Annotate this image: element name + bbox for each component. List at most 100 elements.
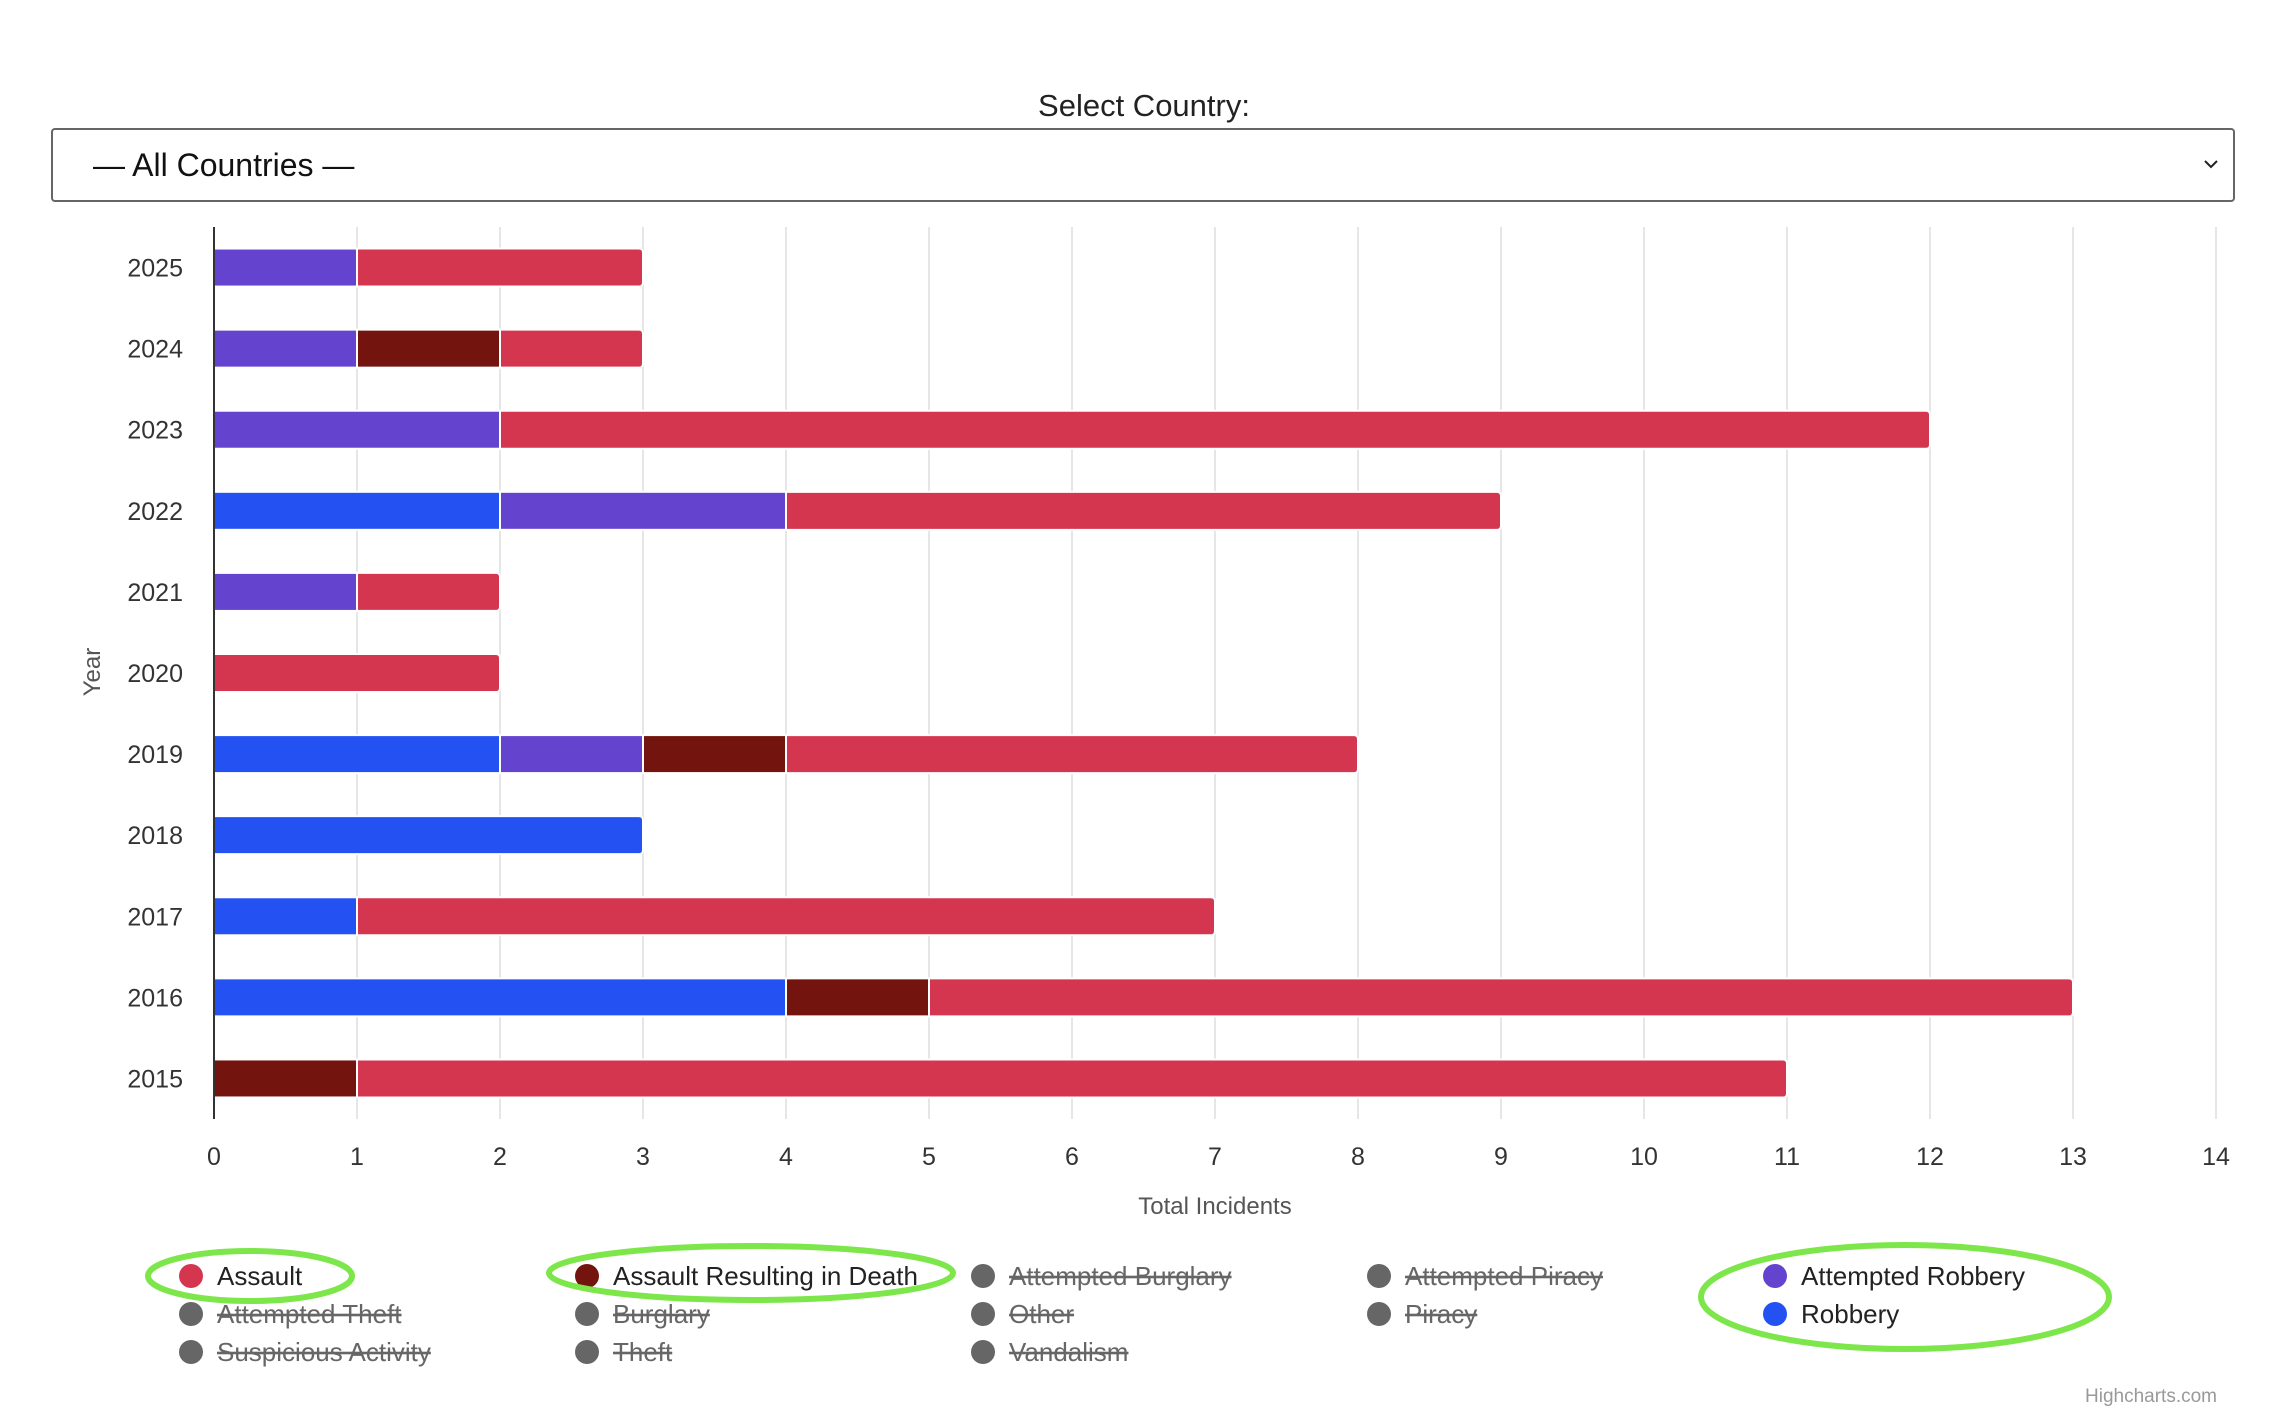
y-tick-label: 2018	[127, 822, 183, 850]
bar-assault-2025[interactable]	[356, 247, 644, 288]
legend-item-assault-resulting-in-death[interactable]: Assault Resulting in Death	[575, 1261, 918, 1291]
legend-label: Attempted Piracy	[1405, 1261, 1603, 1291]
x-tick-label: 14	[2202, 1143, 2230, 1171]
credits-link[interactable]: Highcharts.com	[2085, 1386, 2217, 1407]
y-tick-label: 2019	[127, 741, 183, 769]
legend-label: Burglary	[613, 1299, 710, 1329]
bar-assault-2022[interactable]	[785, 490, 1502, 531]
bar-robbery-2017[interactable]	[213, 896, 358, 937]
x-tick-label: 10	[1630, 1143, 1658, 1171]
legend-item-piracy[interactable]: Piracy	[1367, 1299, 1477, 1329]
legend-item-other[interactable]: Other	[971, 1299, 1074, 1329]
bar-assault-2021[interactable]	[356, 571, 501, 612]
x-tick-label: 3	[636, 1143, 650, 1171]
x-axis-title: Total Incidents	[1138, 1193, 1291, 1220]
bar-attempted-robbery-2024[interactable]	[213, 328, 358, 369]
x-tick-label: 6	[1065, 1143, 1079, 1171]
highlight-ellipse	[1698, 1242, 2112, 1352]
y-tick-label: 2022	[127, 498, 183, 526]
bar-robbery-2019[interactable]	[213, 734, 501, 775]
legend-label: Attempted Robbery	[1801, 1261, 2025, 1291]
legend-item-assault[interactable]: Assault	[179, 1261, 303, 1291]
x-tick-label: 9	[1494, 1143, 1508, 1171]
bar-attempted-robbery-2019[interactable]	[499, 734, 644, 775]
bar-attempted-robbery-2023[interactable]	[213, 409, 501, 450]
legend-marker-icon	[179, 1340, 203, 1364]
legend-item-attempted-robbery[interactable]: Attempted Robbery	[1763, 1261, 2025, 1291]
legend-label: Other	[1009, 1299, 1074, 1329]
legend-marker-icon	[971, 1302, 995, 1326]
legend-item-robbery[interactable]: Robbery	[1763, 1299, 1899, 1329]
bar-assault-2017[interactable]	[356, 896, 1216, 937]
legend-marker-icon	[1367, 1264, 1391, 1288]
x-tick-label: 11	[1774, 1143, 1800, 1171]
bar-attempted-robbery-2022[interactable]	[499, 490, 787, 531]
x-tick-label: 5	[922, 1143, 936, 1171]
legend-marker-icon	[575, 1340, 599, 1364]
x-tick-label: 1	[350, 1143, 364, 1171]
y-tick-label: 2015	[127, 1065, 183, 1093]
bar-attempted-robbery-2021[interactable]	[213, 571, 358, 612]
bar-robbery-2016[interactable]	[213, 977, 787, 1018]
axes: 0 1 2 3 4 5 6 7 8 9 10 11 12 13 1420252024202320222021…	[127, 227, 2230, 1171]
bar-robbery-2022[interactable]	[213, 490, 501, 531]
country-select-value: — All Countries —	[93, 147, 355, 183]
legend-item-attempted-burglary[interactable]: Attempted Burglary	[971, 1261, 1232, 1291]
chevron-down-icon	[2204, 160, 2218, 169]
legend-marker-icon	[179, 1264, 203, 1288]
legend-item-suspicious-activity[interactable]: Suspicious Activity	[179, 1337, 431, 1367]
y-tick-label: 2020	[127, 660, 183, 688]
x-tick-label: 0	[207, 1143, 221, 1171]
bar-assault-2024[interactable]	[499, 328, 644, 369]
legend-label: Suspicious Activity	[217, 1337, 431, 1367]
x-tick-label: 4	[779, 1143, 793, 1171]
bar-assault-resulting-in-death-2019[interactable]	[642, 734, 787, 775]
legend-label: Attempted Burglary	[1009, 1261, 1232, 1291]
bar-assault-2020[interactable]	[213, 653, 501, 693]
legend: Assault Assault Resulting in Death Attempt…	[145, 1242, 2112, 1367]
legend-item-theft[interactable]: Theft	[575, 1337, 673, 1367]
y-tick-label: 2023	[127, 417, 183, 445]
legend-marker-icon	[971, 1264, 995, 1288]
legend-label: Theft	[613, 1337, 673, 1367]
bar-assault-resulting-in-death-2016[interactable]	[785, 977, 930, 1018]
legend-item-attempted-theft[interactable]: Attempted Theft	[179, 1299, 402, 1329]
legend-item-attempted-piracy[interactable]: Attempted Piracy	[1367, 1261, 1603, 1291]
legend-marker-icon	[971, 1340, 995, 1364]
legend-label: Robbery	[1801, 1299, 1899, 1329]
legend-marker-icon	[1763, 1264, 1787, 1288]
legend-item-burglary[interactable]: Burglary	[575, 1299, 710, 1329]
legend-label: Vandalism	[1009, 1337, 1128, 1367]
bars	[213, 247, 2074, 1099]
x-tick-label: 7	[1208, 1143, 1222, 1171]
legend-label: Assault Resulting in Death	[613, 1261, 918, 1291]
bar-attempted-robbery-2025[interactable]	[213, 247, 358, 288]
y-tick-label: 2021	[127, 579, 183, 607]
y-tick-label: 2024	[127, 336, 183, 364]
bar-assault-2015[interactable]	[356, 1058, 1788, 1099]
legend-label: Attempted Theft	[217, 1299, 402, 1329]
x-tick-label: 2	[493, 1143, 507, 1171]
legend-marker-icon	[1367, 1302, 1391, 1326]
bar-assault-2019[interactable]	[785, 734, 1359, 775]
y-tick-label: 2017	[127, 903, 183, 931]
bar-assault-resulting-in-death-2024[interactable]	[356, 328, 501, 369]
country-select[interactable]: — All Countries —	[51, 128, 2235, 202]
highlight-ellipse	[546, 1243, 956, 1303]
bar-assault-2016[interactable]	[928, 977, 2074, 1018]
legend-marker-icon	[179, 1302, 203, 1326]
x-tick-label: 13	[2059, 1143, 2087, 1171]
highlight-ellipse	[145, 1248, 355, 1304]
legend-label: Piracy	[1405, 1299, 1477, 1329]
y-tick-label: 2016	[127, 984, 183, 1012]
y-tick-label: 2025	[127, 255, 183, 283]
legend-marker-icon	[575, 1264, 599, 1288]
legend-marker-icon	[1763, 1302, 1787, 1326]
legend-item-vandalism[interactable]: Vandalism	[971, 1337, 1128, 1367]
bar-assault-2023[interactable]	[499, 409, 1931, 450]
bar-robbery-2018[interactable]	[213, 815, 644, 856]
legend-label: Assault	[217, 1261, 303, 1291]
bar-assault-resulting-in-death-2015[interactable]	[213, 1058, 358, 1099]
legend-marker-icon	[575, 1302, 599, 1326]
